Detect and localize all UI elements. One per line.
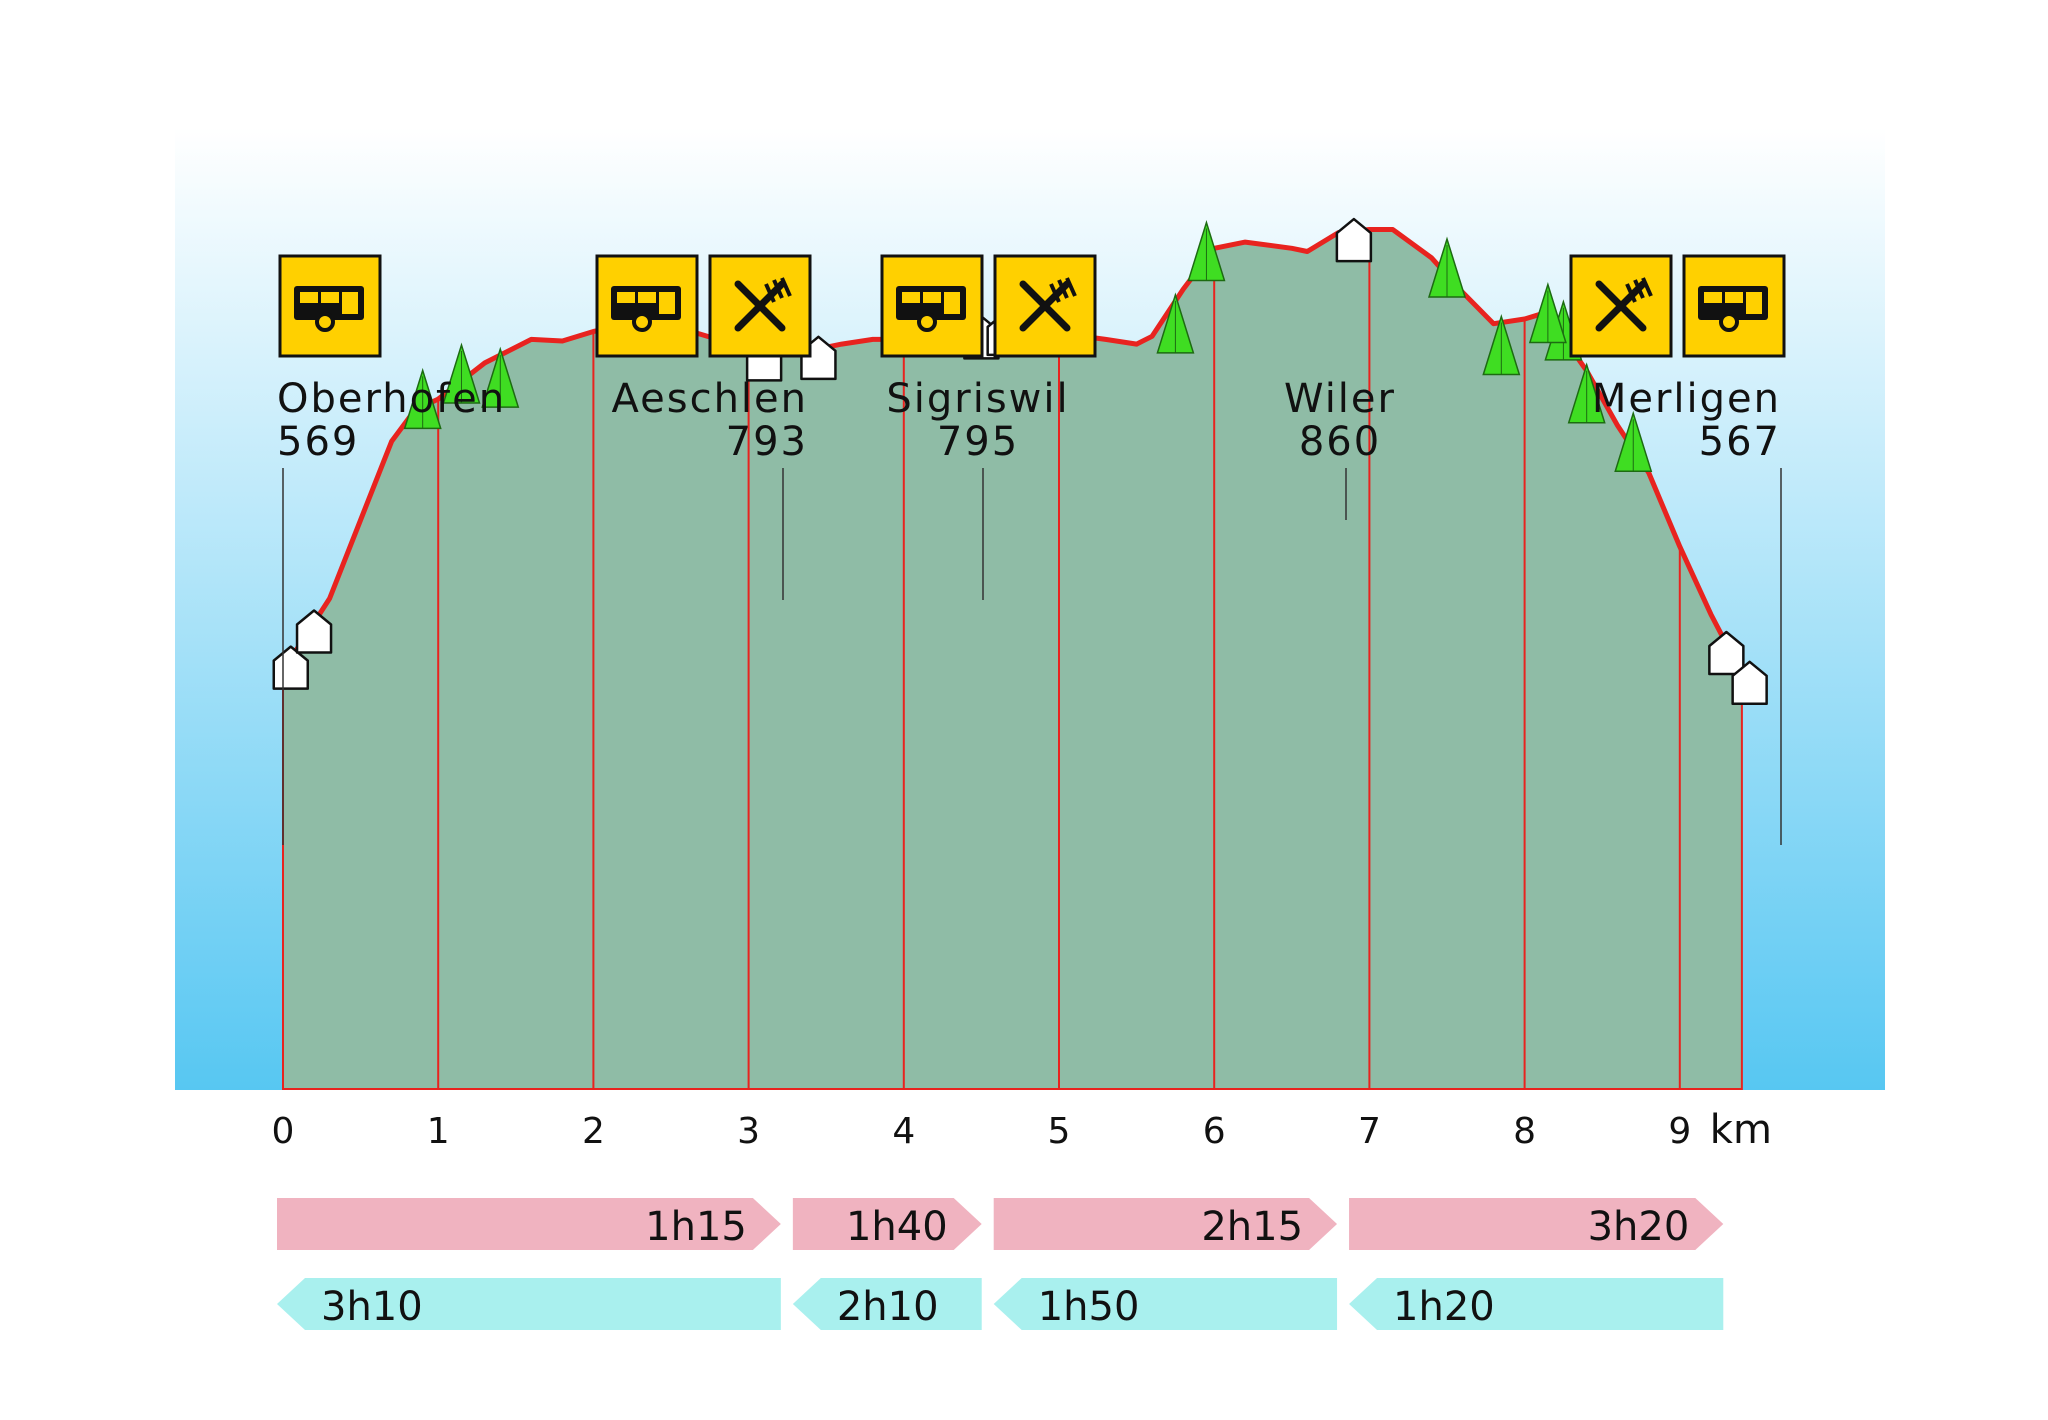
bus-wheel — [1719, 312, 1739, 332]
x-tick-label: 7 — [1358, 1111, 1381, 1152]
bus-door — [1746, 292, 1762, 314]
x-tick-label: 0 — [272, 1111, 295, 1152]
bus-window — [617, 292, 635, 303]
place-elevation: 793 — [726, 419, 808, 465]
x-tick-label: 5 — [1048, 1111, 1071, 1152]
return-arrow-shape — [993, 1278, 1338, 1330]
place-name: Oberhofen — [277, 376, 506, 422]
forward-time-label: 1h40 — [846, 1204, 948, 1250]
fork-tines — [1049, 277, 1077, 303]
return-time-arrow: 3h10 — [277, 1278, 781, 1330]
bus-door — [944, 292, 960, 314]
return-arrow-shape — [277, 1278, 781, 1330]
forward-arrow-shape — [993, 1198, 1338, 1250]
x-tick-label: 1 — [427, 1111, 450, 1152]
forward-arrow-shape — [277, 1198, 781, 1250]
knife-blade — [1595, 280, 1647, 332]
return-arrow-shape — [1349, 1278, 1724, 1330]
return-time-label: 2h10 — [837, 1284, 939, 1330]
forward-time-arrow: 1h40 — [792, 1198, 982, 1250]
restaurant-icon — [993, 254, 1097, 358]
bus-door — [342, 292, 358, 314]
place-elevation: 567 — [1699, 419, 1781, 465]
x-unit-label: km — [1710, 1107, 1772, 1153]
return-time-label: 3h10 — [321, 1284, 423, 1330]
bus-door — [659, 292, 675, 314]
bus-icon — [278, 254, 382, 358]
bus-window — [300, 292, 318, 303]
bus-icon — [1682, 254, 1786, 358]
forward-arrow-shape — [792, 1198, 982, 1250]
bus-window — [923, 292, 941, 303]
place-elevation: 569 — [277, 419, 359, 465]
bus-window — [1725, 292, 1743, 303]
return-time-arrow: 2h10 — [792, 1278, 982, 1330]
house-icon — [295, 609, 333, 654]
x-tick-label: 4 — [892, 1111, 915, 1152]
forward-time-arrow: 2h15 — [993, 1198, 1338, 1250]
x-tick-label: 8 — [1513, 1111, 1536, 1152]
forward-time-arrow: 1h15 — [277, 1198, 781, 1250]
bus-window — [321, 292, 339, 303]
forward-time-label: 3h20 — [1588, 1204, 1690, 1250]
house-icon — [1731, 660, 1768, 706]
return-time-label: 1h20 — [1393, 1284, 1495, 1330]
place-name: Sigriswil — [886, 376, 1069, 422]
bus-wheel — [632, 312, 652, 332]
return-time-arrow: 1h50 — [993, 1278, 1338, 1330]
house-icon — [1335, 217, 1373, 263]
restaurant-icon — [708, 254, 812, 358]
forward-time-label: 2h15 — [1201, 1204, 1303, 1250]
bus-wheel — [917, 312, 937, 332]
place-name: Wiler — [1284, 376, 1396, 422]
forward-arrow-shape — [1349, 1198, 1724, 1250]
restaurant-icon — [1569, 254, 1673, 358]
bus-icon — [880, 254, 984, 358]
return-time-arrow: 1h20 — [1349, 1278, 1724, 1330]
place-name: Merligen — [1592, 376, 1781, 422]
place-elevation: 795 — [937, 419, 1019, 465]
forward-time-arrow: 3h20 — [1349, 1198, 1724, 1250]
place-name: Aeschlen — [611, 376, 808, 422]
fork-tines — [764, 277, 792, 303]
x-tick-label: 2 — [582, 1111, 605, 1152]
x-tick-label: 9 — [1668, 1111, 1691, 1152]
forward-time-label: 1h15 — [645, 1204, 747, 1250]
knife-blade — [734, 280, 786, 332]
place-elevation: 860 — [1299, 419, 1381, 465]
bus-window — [902, 292, 920, 303]
knife-blade — [1019, 280, 1071, 332]
x-tick-label: 6 — [1203, 1111, 1226, 1152]
fork-tines — [1625, 277, 1653, 303]
return-time-label: 1h50 — [1038, 1284, 1140, 1330]
bus-wheel — [315, 312, 335, 332]
bus-window — [638, 292, 656, 303]
bus-window — [1704, 292, 1722, 303]
x-tick-label: 3 — [737, 1111, 760, 1152]
bus-icon — [595, 254, 699, 358]
return-arrow-shape — [792, 1278, 982, 1330]
